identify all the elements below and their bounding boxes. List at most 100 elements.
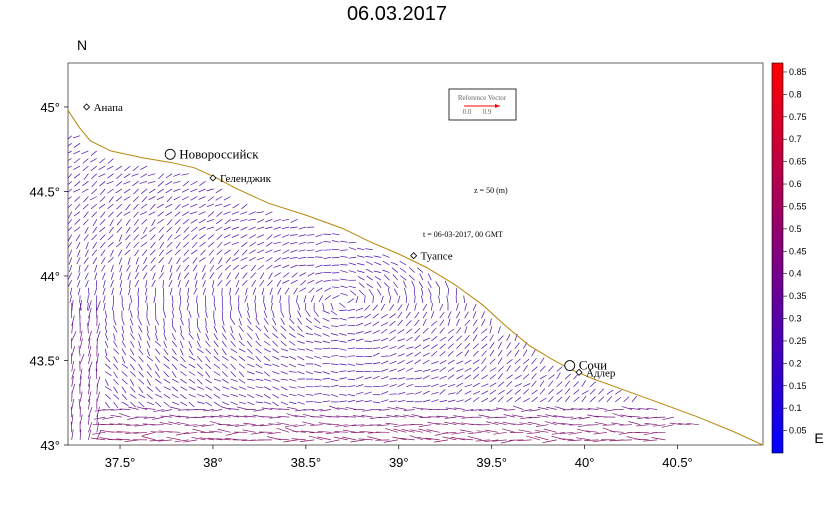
current-vector [104,310,108,319]
current-vector [406,360,414,365]
current-vector [150,234,156,241]
current-vector [175,431,189,436]
current-vector [191,241,198,249]
current-vector [364,376,372,380]
current-vector [556,381,563,387]
current-vector [348,257,357,259]
current-vector [68,135,72,140]
current-vector [157,203,164,209]
current-vector [133,431,148,434]
reference-vector-title: Reference Vector [458,94,507,102]
current-vector [205,378,212,384]
current-vector [463,295,466,304]
current-vector [82,181,89,187]
current-vector [661,424,674,428]
current-vector [103,295,106,303]
current-vector [116,226,123,233]
current-vector [230,340,236,347]
current-vector [289,393,297,397]
current-vector [180,386,188,391]
current-vector [162,302,165,311]
current-vector [189,211,198,215]
current-vector [210,421,223,426]
current-vector [355,384,364,388]
current-vector [171,333,176,341]
current-vector [454,407,465,410]
current-vector [71,315,75,326]
current-vector [447,350,454,357]
current-vector [350,439,365,443]
current-vector [422,344,430,350]
current-vector [669,422,683,426]
current-vector [241,203,248,210]
current-vector [219,415,231,418]
current-vector [564,373,571,380]
current-vector [180,340,184,349]
current-vector [372,352,380,357]
current-vector [255,393,263,398]
current-vector [146,325,149,334]
current-vector [171,401,180,406]
current-vector [481,390,489,395]
current-vector [330,302,334,311]
current-vector [215,226,223,232]
current-vector [140,188,148,195]
current-vector [468,431,482,435]
current-vector [94,272,98,280]
current-vector [163,340,167,349]
current-vector [70,406,73,418]
current-vector [400,438,415,441]
current-vector [330,363,339,365]
current-vector [171,295,174,303]
reference-vector-box [448,88,517,121]
current-vector [231,218,240,222]
current-vector [489,318,492,326]
current-vector [352,415,365,418]
current-vector [598,396,605,403]
current-vector [447,383,456,388]
current-vector [249,241,256,247]
current-vector [173,196,181,201]
current-vector [405,320,412,327]
current-vector [119,287,123,296]
current-vector [81,188,89,193]
current-vector [286,413,298,418]
current-vector [481,374,488,380]
current-vector [377,416,390,419]
current-vector [497,372,504,380]
time-annotation: t = 06-03-2017, 00 GMT [423,230,503,239]
current-vector [405,295,408,304]
current-vector [535,430,549,433]
current-vector [250,264,256,272]
current-vector [343,424,357,428]
current-vector [493,431,507,435]
current-vector [213,401,221,407]
current-vector [439,336,447,342]
current-vector [456,389,463,395]
current-vector [395,407,407,410]
current-vector [104,325,108,334]
current-vector [438,295,441,304]
current-vector [304,302,307,311]
current-vector [422,304,428,311]
current-vector [177,280,181,288]
current-vector [89,196,97,201]
current-vector [409,435,424,441]
current-vector [129,378,135,386]
current-vector [115,196,123,202]
current-vector [75,234,81,242]
current-vector [222,386,230,390]
current-vector [68,150,72,154]
current-vector [225,279,231,287]
current-vector [272,393,280,399]
current-vector [155,378,162,384]
current-vector [414,377,423,380]
current-vector [213,318,216,326]
current-vector [138,371,144,378]
current-vector [134,424,148,427]
current-vector [267,279,273,287]
current-vector [238,325,244,333]
current-vector [289,401,297,405]
current-vector [368,288,374,296]
current-vector [456,368,464,372]
